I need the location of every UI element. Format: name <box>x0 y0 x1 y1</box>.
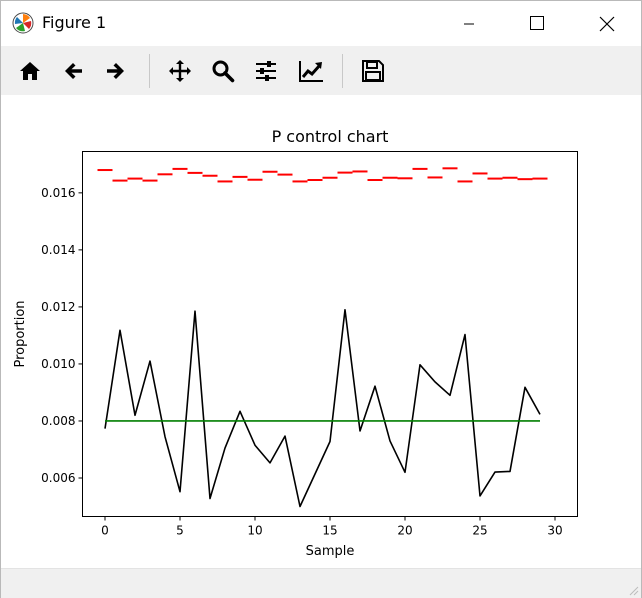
x-axis: 0 5 10 15 20 25 30 <box>101 516 563 538</box>
maximize-button[interactable] <box>514 1 560 46</box>
resize-grip-icon[interactable] <box>629 586 639 596</box>
y-tick-label: 0.016 <box>41 186 75 200</box>
x-tick-label: 5 <box>176 524 184 538</box>
y-tick-label: 0.008 <box>41 414 75 428</box>
matplotlib-logo-icon <box>12 12 34 34</box>
forward-arrow-icon <box>107 63 124 79</box>
home-icon <box>20 62 40 80</box>
forward-button[interactable] <box>99 54 133 88</box>
pan-button[interactable] <box>163 54 197 88</box>
x-axis-label: Sample <box>306 544 355 559</box>
y-axis: 0.006 0.008 0.010 0.012 0.014 0.016 <box>41 186 83 485</box>
zoom-button[interactable] <box>206 54 240 88</box>
x-tick-label: 10 <box>247 524 262 538</box>
zoom-icon <box>212 60 235 83</box>
toolbar-separator <box>149 54 150 88</box>
customize-button[interactable] <box>293 54 327 88</box>
subplots-icon <box>256 61 276 81</box>
close-icon <box>599 16 615 32</box>
save-icon <box>362 60 384 82</box>
figure-canvas[interactable]: P control chart 0 5 10 15 20 25 30 0.006 0.008 0… <box>1 95 641 565</box>
x-tick-label: 30 <box>547 524 562 538</box>
maximize-icon <box>530 16 544 30</box>
back-button[interactable] <box>56 54 90 88</box>
pan-icon <box>169 60 191 82</box>
y-tick-label: 0.014 <box>41 243 75 257</box>
x-tick-label: 25 <box>472 524 487 538</box>
navigation-toolbar <box>1 46 641 95</box>
toolbar-separator <box>342 54 343 88</box>
chart-title: P control chart <box>272 127 389 146</box>
proportion-series-line <box>104 308 541 508</box>
p-control-chart: P control chart 0 5 10 15 20 25 30 0.0060.0080… <box>13 127 578 559</box>
plot-frame <box>82 151 578 517</box>
y-tick-label: 0.012 <box>41 300 75 314</box>
home-button[interactable] <box>13 54 47 88</box>
plot-series <box>97 167 548 508</box>
back-arrow-icon <box>65 63 82 79</box>
minimize-icon <box>464 23 474 25</box>
y-axis-label: Proportion <box>13 300 28 367</box>
save-button[interactable] <box>356 54 390 88</box>
y-tick-label: 0.006 <box>41 471 75 485</box>
title-bar[interactable]: Figure 1 <box>1 1 641 46</box>
x-tick-label: 0 <box>101 524 109 538</box>
status-bar <box>1 568 641 598</box>
close-button[interactable] <box>584 1 630 46</box>
subplots-button[interactable] <box>249 54 283 88</box>
y-tick-label: 0.010 <box>41 357 75 371</box>
upper-control-limit <box>97 167 548 183</box>
minimize-button[interactable] <box>446 1 492 46</box>
x-tick-label: 20 <box>397 524 412 538</box>
x-tick-label: 15 <box>322 524 337 538</box>
customize-icon <box>299 61 323 82</box>
window-title: Figure 1 <box>42 13 107 32</box>
